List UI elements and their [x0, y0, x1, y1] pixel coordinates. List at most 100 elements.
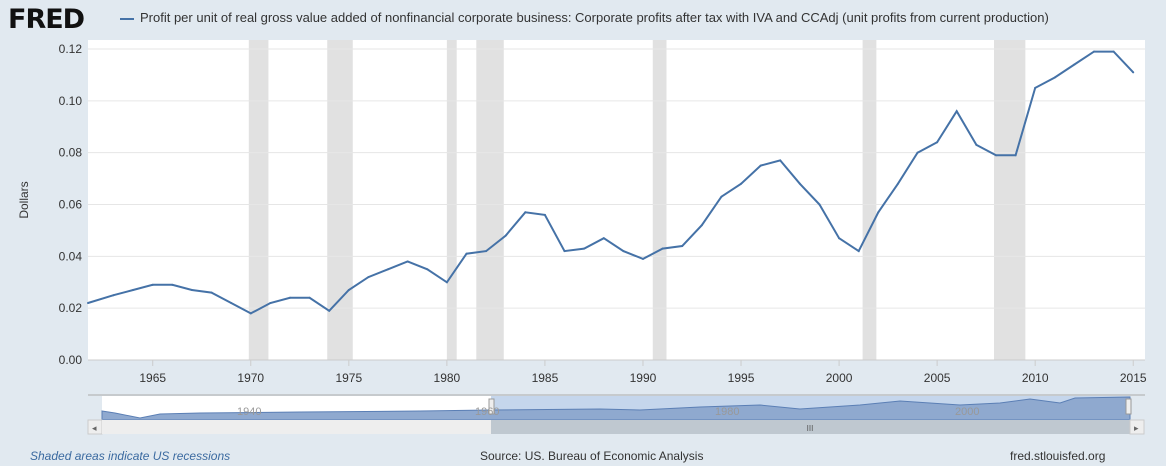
data-point [622, 250, 625, 253]
y-tick-label: 0.00 [59, 353, 83, 367]
navigator-series [101, 396, 1131, 421]
data-point [838, 237, 841, 240]
data-point [524, 211, 527, 214]
navigator-label: 2000 [955, 406, 979, 418]
data-point [171, 283, 174, 286]
data-point [1093, 50, 1096, 53]
data-point [857, 250, 860, 253]
data-point [288, 296, 291, 299]
data-point [681, 244, 684, 247]
data-point [759, 164, 762, 167]
data-point [445, 281, 448, 284]
data-point [387, 268, 390, 271]
recession-band [652, 40, 667, 360]
x-tick-label: 2005 [924, 371, 951, 385]
data-point [1014, 154, 1017, 157]
data-point [975, 143, 978, 146]
data-point [1034, 86, 1037, 89]
data-point [798, 182, 801, 185]
legend-swatch [120, 17, 134, 20]
data-point [1112, 50, 1115, 53]
navigator-handle-left[interactable] [488, 398, 495, 415]
data-point [543, 213, 546, 216]
data-point [700, 224, 703, 227]
data-point [563, 250, 566, 253]
data-point [661, 247, 664, 250]
data-point [406, 260, 409, 263]
y-tick-label: 0.10 [59, 94, 83, 108]
data-point [269, 301, 272, 304]
x-tick-label: 1990 [630, 371, 657, 385]
data-point [112, 294, 115, 297]
data-point [190, 289, 193, 292]
data-point [916, 151, 919, 154]
data-point [465, 252, 468, 255]
x-tick-label: 1980 [434, 371, 461, 385]
recession-band [446, 40, 457, 360]
data-point [994, 154, 997, 157]
data-point [132, 289, 135, 292]
data-point [504, 234, 507, 237]
data-point [426, 268, 429, 271]
recession-note[interactable]: Shaded areas indicate US recessions [30, 449, 231, 463]
recession-band [862, 40, 877, 360]
data-point [151, 283, 154, 286]
data-point [583, 247, 586, 250]
data-point [877, 211, 880, 214]
data-point [485, 250, 488, 253]
y-tick-label: 0.12 [59, 42, 83, 56]
data-point [347, 289, 350, 292]
navigator-label: 1980 [715, 406, 739, 418]
site-link[interactable]: fred.stlouisfed.org [1010, 449, 1106, 463]
x-tick-label: 1985 [532, 371, 559, 385]
y-tick-label: 0.08 [59, 146, 83, 160]
navigator-label: 1960 [475, 406, 499, 418]
data-point [1132, 71, 1135, 74]
arrow-left-icon: ◂ [92, 423, 97, 433]
x-tick-label: 1975 [335, 371, 362, 385]
y-axis-label: Dollars [17, 181, 31, 218]
x-tick-label: 2000 [826, 371, 853, 385]
data-point [1073, 63, 1076, 66]
navigator-label: 1940 [237, 406, 261, 418]
navigator-handle-right[interactable] [1125, 398, 1132, 415]
data-point [936, 141, 939, 144]
recession-band [994, 40, 1026, 360]
recession-band [248, 40, 269, 360]
data-point [367, 276, 370, 279]
data-point [210, 291, 213, 294]
scroll-right-button[interactable] [1129, 419, 1145, 435]
fred-logo: FRED [8, 4, 85, 35]
scroll-grip: III [807, 424, 814, 433]
data-point [230, 301, 233, 304]
scrollbar-thumb[interactable] [491, 420, 1130, 434]
data-point [249, 312, 252, 315]
series-legend[interactable]: Profit per unit of real gross value adde… [120, 10, 1049, 25]
series-title: Profit per unit of real gross value adde… [140, 10, 1049, 25]
y-tick-label: 0.02 [59, 301, 83, 315]
x-tick-label: 1965 [139, 371, 166, 385]
data-point [87, 301, 89, 304]
x-tick-label: 1995 [728, 371, 755, 385]
y-tick-label: 0.06 [59, 198, 83, 212]
data-point [602, 237, 605, 240]
data-point [955, 110, 958, 113]
x-tick-label: 2015 [1120, 371, 1147, 385]
data-point [1053, 76, 1056, 79]
x-tick-label: 1970 [237, 371, 264, 385]
data-point [328, 309, 331, 312]
arrow-right-icon: ▸ [1134, 423, 1139, 433]
data-point [740, 182, 743, 185]
data-point [641, 257, 644, 260]
recession-band [476, 40, 504, 360]
data-point [779, 159, 782, 162]
recession-band [327, 40, 353, 360]
data-point [308, 296, 311, 299]
series-line [87, 50, 1134, 315]
data-point [720, 195, 723, 198]
data-point [818, 203, 821, 206]
y-tick-label: 0.04 [59, 249, 83, 263]
x-tick-label: 2010 [1022, 371, 1049, 385]
source-note: Source: US. Bureau of Economic Analysis [480, 449, 704, 463]
